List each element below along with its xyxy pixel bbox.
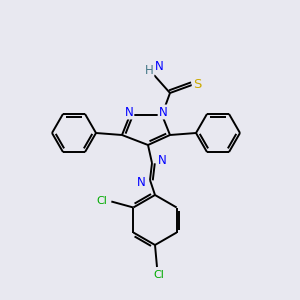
- Text: N: N: [124, 106, 134, 118]
- Text: Cl: Cl: [154, 270, 164, 280]
- Text: Cl: Cl: [96, 196, 107, 206]
- Text: H: H: [145, 64, 153, 77]
- Text: N: N: [159, 106, 167, 118]
- Text: N: N: [158, 154, 166, 167]
- Text: S: S: [193, 77, 201, 91]
- Text: N: N: [136, 176, 146, 188]
- Text: N: N: [154, 61, 164, 74]
